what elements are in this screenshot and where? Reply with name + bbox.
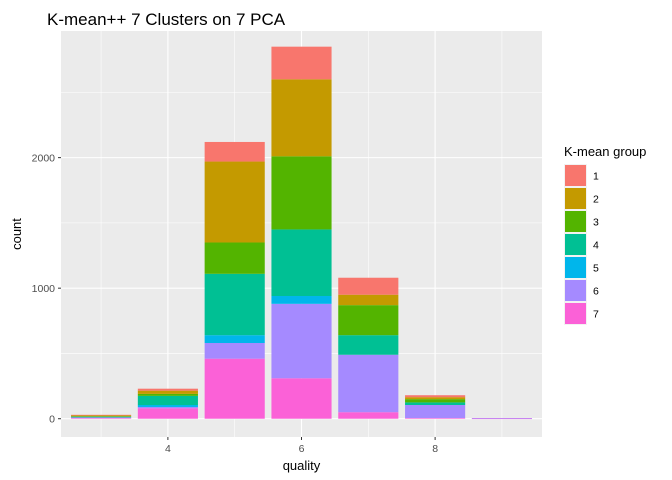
bar-q3-group6 [71,417,132,419]
bar-q3-group2 [71,415,132,417]
bar-q6-group5 [271,296,332,304]
legend-label-2: 2 [593,194,599,206]
y-axis: 0 1000 2000 [32,152,61,425]
legend-label-5: 5 [593,263,599,275]
bar-q8-group3 [405,399,466,403]
bar-q7-group2 [338,294,399,306]
bar-q5-group7 [204,358,265,419]
bar-q4-group3 [137,393,198,396]
x-tick-label: 6 [299,443,305,455]
bar-q3-group7 [71,418,132,419]
x-axis: 4 6 8 [165,437,438,455]
bar-q7-group6 [338,354,399,413]
legend-swatch-4 [565,234,586,255]
bar-q5-group3 [204,242,265,274]
bar-q4-group5 [137,405,198,407]
bar-q5-group5 [204,335,265,344]
legend-label-4: 4 [593,240,599,252]
y-tick-label: 2000 [32,152,56,164]
y-tick-label: 1000 [32,283,56,295]
bar-q6-group6 [271,303,332,379]
bar-q6-group7 [271,378,332,419]
bar-q4-group1 [137,388,198,391]
bar-q3-group1 [71,414,132,416]
y-axis-title: count [9,218,24,250]
legend-swatch-1 [565,165,586,186]
bar-q4-group6 [137,406,198,409]
bar-q7-group7 [338,412,399,419]
bars [71,46,532,420]
legend-label-1: 1 [593,171,599,183]
x-axis-title: quality [283,458,321,473]
bar-q9-group6 [471,418,532,419]
bar-q9-group7 [471,418,532,420]
legend-label-6: 6 [593,286,599,298]
bar-q7-group3 [338,305,399,336]
bar-q6-group1 [271,46,332,80]
legend-swatch-7 [565,303,586,324]
legend-items: 1 2 3 4 5 6 7 [564,164,599,325]
bar-q5-group2 [204,161,265,243]
bar-q4-group4 [137,395,198,406]
y-tick-label: 0 [49,413,55,425]
x-tick-label: 4 [165,443,171,455]
bar-q7-group4 [338,335,399,355]
bar-q6-group2 [271,79,332,157]
legend-swatch-2 [565,188,586,209]
bar-q4-group7 [137,408,198,419]
bar-q8-group6 [405,405,466,419]
bar-q3-group3 [71,416,132,417]
legend-swatch-3 [565,211,586,232]
legend-title: K-mean group [564,144,646,159]
bar-q6-group4 [271,229,332,297]
legend-label-3: 3 [593,217,599,229]
bar-q8-group1 [405,395,466,398]
chart-title: K-mean++ 7 Clusters on 7 PCA [47,10,286,29]
legend-swatch-5 [565,257,586,278]
bar-q5-group1 [204,141,265,162]
x-tick-label: 8 [432,443,438,455]
bar-q5-group6 [204,343,265,359]
legend-label-7: 7 [593,309,599,321]
legend: K-mean group 1 2 3 4 5 6 7 [564,144,646,325]
bar-q4-group2 [137,390,198,394]
bar-q8-group7 [405,418,466,419]
bar-q5-group4 [204,273,265,336]
bar-q3-group4 [71,416,132,418]
bar-q7-group1 [338,277,399,295]
bar-q8-group2 [405,397,466,400]
bar-q8-group4 [405,402,466,406]
bar-q6-group3 [271,156,332,230]
legend-swatch-6 [565,280,586,301]
